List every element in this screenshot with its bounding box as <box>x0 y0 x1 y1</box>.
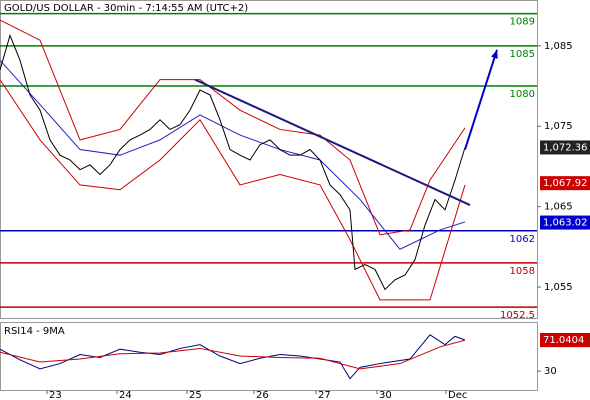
arrow <box>464 49 498 150</box>
y-tick-label: 30 <box>544 366 557 377</box>
x-tick-label: 30 <box>379 390 392 400</box>
level-label: 1058 <box>510 266 535 277</box>
chart-title: GOLD/US DOLLAR - 30min - 7:14:55 AM (UTC… <box>4 3 248 14</box>
level-label: 1062 <box>510 234 535 245</box>
level-label: 1080 <box>510 89 535 100</box>
y-tick-label: 1,055 <box>544 282 573 293</box>
price-tag-label: 1,072.36 <box>543 142 588 153</box>
x-tick-label: 24 <box>119 390 132 400</box>
y-tick-label: 1,085 <box>544 41 573 52</box>
price-tag-label: 1,063.02 <box>543 218 588 229</box>
y-tick-label: 1,065 <box>544 202 573 213</box>
price-panel <box>0 0 538 319</box>
series-line <box>0 19 466 236</box>
series-line <box>0 79 466 301</box>
price-tag <box>540 176 590 191</box>
level-label: 1052.5 <box>500 310 535 321</box>
x-tick-label: 27 <box>318 390 331 400</box>
rsi-panel <box>0 322 538 391</box>
price-tag-label: 1,067.92 <box>543 178 588 189</box>
y-tick-label: 1,075 <box>544 121 573 132</box>
trendline <box>194 78 471 206</box>
price-tag <box>540 140 590 155</box>
level-label: 1089 <box>510 17 535 28</box>
price-tag <box>540 215 590 230</box>
series-line <box>0 33 466 291</box>
price-tag-label: 71.0404 <box>543 335 584 346</box>
series-line <box>0 59 466 250</box>
x-tick-label: 26 <box>256 390 269 400</box>
series-line <box>0 339 466 370</box>
x-tick-label: Dec <box>448 390 467 400</box>
series-line <box>0 334 466 380</box>
level-label: 1085 <box>510 49 535 60</box>
x-tick-label: 23 <box>49 390 62 400</box>
x-tick-label: 25 <box>189 390 202 400</box>
rsi-title: RSI14 - 9MA <box>4 326 65 337</box>
price-tag <box>540 333 590 348</box>
arrow-head <box>491 49 498 59</box>
